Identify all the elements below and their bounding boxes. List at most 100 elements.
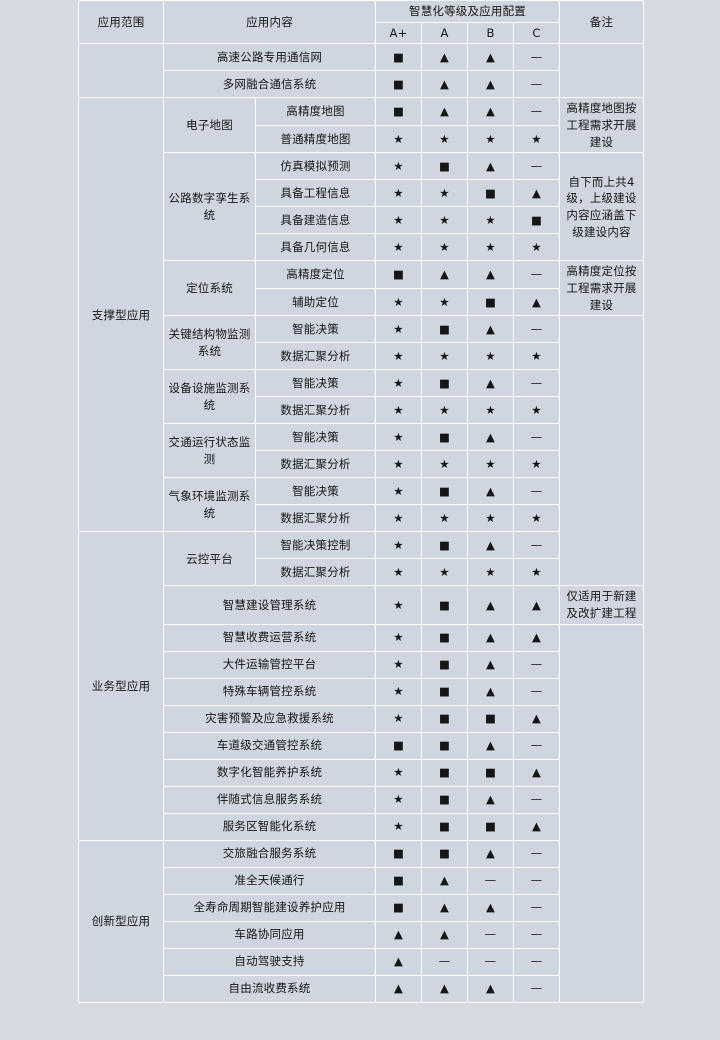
level-c-cell: —: [513, 423, 560, 452]
level-a-cell: ★: [421, 342, 468, 371]
level-a-plus-cell: ■: [375, 893, 422, 922]
category-cell: 气象环境监测系统: [163, 477, 256, 533]
item-cell: 高速公路专用通信网: [163, 43, 376, 72]
item-cell: 仿真模拟预测: [255, 152, 376, 181]
level-c-cell: —: [513, 974, 560, 1003]
level-c-cell: —: [513, 315, 560, 344]
level-a-plus-cell: ★: [375, 179, 422, 208]
level-b-cell: ▲: [467, 974, 514, 1003]
level-a-cell: ■: [421, 785, 468, 814]
header-level-a-plus: A+: [375, 21, 422, 45]
level-a-cell: ▲: [421, 920, 468, 949]
level-a-cell: ■: [421, 369, 468, 398]
level-a-cell: ▲: [421, 866, 468, 895]
level-a-cell: ■: [421, 650, 468, 679]
level-b-cell: ★: [467, 124, 514, 154]
level-a-plus-cell: ★: [375, 233, 422, 262]
level-b-cell: ▲: [467, 423, 514, 452]
level-a-plus-cell: ★: [375, 450, 422, 479]
level-c-cell: ▲: [513, 704, 560, 733]
table-row: 特殊车辆管控系统 ★ ■ ▲ —: [79, 677, 644, 706]
item-cell: 自由流收费系统: [163, 974, 376, 1003]
level-a-cell: ★: [421, 558, 468, 587]
level-a-plus-cell: ★: [375, 531, 422, 560]
level-c-cell: —: [513, 97, 560, 126]
table-row: 数字化智能养护系统 ★ ■ ■ ▲: [79, 758, 644, 787]
level-a-plus-cell: ■: [375, 97, 422, 126]
category-cell: 交通运行状态监测: [163, 423, 256, 479]
item-cell: 高精度定位: [255, 260, 376, 289]
table-row: 气象环境监测系统 智能决策 ★ ■ ▲ —: [79, 477, 644, 533]
level-a-cell: ■: [421, 623, 468, 652]
level-a-cell: —: [421, 947, 468, 976]
level-a-plus-cell: ■: [375, 731, 422, 760]
level-b-cell: ■: [467, 704, 514, 733]
level-b-cell: ★: [467, 342, 514, 371]
level-b-cell: ▲: [467, 315, 514, 344]
level-b-cell: —: [467, 920, 514, 949]
level-a-plus-cell: ★: [375, 315, 422, 344]
remark-cell-empty: [559, 315, 644, 587]
level-a-plus-cell: ★: [375, 477, 422, 506]
table-row: 自由流收费系统 ▲ ▲ ▲ —: [79, 974, 644, 1003]
level-c-cell: ▲: [513, 758, 560, 787]
category-cell: 关键结构物监测系统: [163, 315, 256, 371]
item-cell: 辅助定位: [255, 287, 376, 317]
level-a-cell: ▲: [421, 974, 468, 1003]
level-c-cell: ★: [513, 233, 560, 262]
header-level-c: C: [513, 21, 560, 45]
level-a-plus-cell: ★: [375, 342, 422, 371]
level-b-cell: ▲: [467, 731, 514, 760]
level-b-cell: ■: [467, 179, 514, 208]
level-b-cell: —: [467, 947, 514, 976]
table-row: 数据汇聚分析 ★ ★ ★ ★: [79, 450, 644, 479]
item-cell: 智能决策控制: [255, 531, 376, 560]
item-cell: 车道级交通管控系统: [163, 731, 376, 760]
level-a-plus-cell: ★: [375, 206, 422, 235]
item-cell: 数据汇聚分析: [255, 450, 376, 479]
table-row: 车路协同应用 ▲ ▲ — —: [79, 920, 644, 949]
level-a-plus-cell: ★: [375, 758, 422, 787]
item-cell: 服务区智能化系统: [163, 812, 376, 841]
category-cell: 电子地图: [163, 97, 256, 154]
level-b-cell: ▲: [467, 43, 514, 72]
level-b-cell: ■: [467, 758, 514, 787]
level-a-cell: ■: [421, 531, 468, 560]
level-c-cell: ★: [513, 558, 560, 587]
level-a-plus-cell: ■: [375, 839, 422, 868]
level-a-plus-cell: ★: [375, 287, 422, 317]
scope-cell: 创新型应用: [78, 839, 164, 1003]
scope-cell: 业务型应用: [78, 531, 164, 841]
item-cell: 特殊车辆管控系统: [163, 677, 376, 706]
header-level-a: A: [421, 21, 468, 45]
table-row: 伴随式信息服务系统 ★ ■ ▲ —: [79, 785, 644, 814]
table-row: 具备工程信息 ★ ★ ■ ▲: [79, 179, 644, 208]
level-c-cell: ★: [513, 504, 560, 533]
table-row: 具备建造信息 ★ ★ ★ ■: [79, 206, 644, 235]
level-a-cell: ★: [421, 179, 468, 208]
item-cell: 具备建造信息: [255, 206, 376, 235]
item-cell: 大件运输管控平台: [163, 650, 376, 679]
level-b-cell: ★: [467, 450, 514, 479]
table-row: 智慧收费运营系统 ★ ■ ▲ ▲: [79, 623, 644, 1003]
level-c-cell: ★: [513, 342, 560, 371]
header-content: 应用内容: [163, 0, 376, 45]
header-level-b: B: [467, 21, 514, 45]
table-row: 关键结构物监测系统 智能决策 ★ ■ ▲ —: [79, 315, 644, 587]
level-a-plus-cell: ▲: [375, 920, 422, 949]
level-b-cell: ■: [467, 812, 514, 841]
level-a-cell: ■: [421, 704, 468, 733]
level-a-plus-cell: ★: [375, 504, 422, 533]
level-a-plus-cell: ▲: [375, 974, 422, 1003]
item-cell: 交旅融合服务系统: [163, 839, 376, 868]
level-a-cell: ▲: [421, 893, 468, 922]
table-row: 大件运输管控平台 ★ ■ ▲ —: [79, 650, 644, 679]
level-a-plus-cell: ★: [375, 124, 422, 154]
item-cell: 自动驾驶支持: [163, 947, 376, 976]
category-cell: 公路数字孪生系统: [163, 152, 256, 262]
table-sheet: 应用范围 应用内容 智慧化等级及应用配置 备注 A+ A B C 高速公路专用通…: [78, 0, 644, 1003]
level-a-cell: ★: [421, 124, 468, 154]
level-b-cell: ★: [467, 396, 514, 425]
level-c-cell: —: [513, 43, 560, 72]
remark-cell: 仅适用于新建及改扩建工程: [559, 585, 644, 625]
